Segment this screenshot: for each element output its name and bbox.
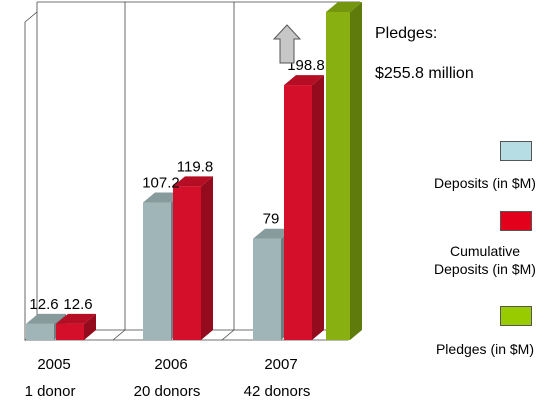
tick-label-2007: 2007 xyxy=(264,356,297,373)
bar-cumulative-2005-face xyxy=(56,323,84,340)
bar-cumulative-2007-face xyxy=(284,85,312,340)
category-divider-floor xyxy=(221,329,235,341)
label-deposits-2007: 79 xyxy=(263,211,280,228)
tick-label-2005: 2005 xyxy=(37,356,70,373)
label-deposits-2005: 12.6 xyxy=(29,296,58,313)
bar-deposits-2007-face xyxy=(253,228,293,239)
bar-cumulative-2006-face xyxy=(201,176,213,340)
legend-label-cumulative-text: Cumulative Deposits (in $M) xyxy=(434,243,536,277)
bar-cumulative-2007-face xyxy=(312,75,324,340)
label-cumulative-2007: 198.8 xyxy=(287,57,325,74)
bar-deposits-2007-face xyxy=(253,238,281,340)
label-cumulative-2006: 119.8 xyxy=(177,158,213,175)
tick-label-2006: 2006 xyxy=(154,356,187,373)
legend-swatch-pledges xyxy=(500,306,532,326)
bar-cumulative-2006 xyxy=(173,176,213,340)
bar-pledges-face xyxy=(326,2,362,12)
bar-cumulative-2007 xyxy=(284,75,324,340)
bar-cumulative-2006-face xyxy=(173,176,213,187)
sublabel-2006: 20 donors xyxy=(134,383,201,400)
pledges-value: $255.8 million xyxy=(375,65,474,82)
left-wall-top-edge xyxy=(24,11,38,23)
bar-pledges xyxy=(326,2,362,340)
legend-label-cumulative: Cumulative Deposits (in $M) xyxy=(415,242,555,278)
bar-cumulative-2007-face xyxy=(284,75,324,86)
bar-cumulative-2006-face xyxy=(173,186,201,340)
legend-swatch-cumulative xyxy=(500,211,532,231)
bar-pledges-face xyxy=(350,2,362,340)
bar-cumulative-2005-face xyxy=(84,313,96,340)
legend-swatch-deposits xyxy=(500,141,532,161)
sublabel-2007: 42 donors xyxy=(244,383,311,400)
legend-label-deposits: Deposits (in $M) xyxy=(434,175,536,191)
legend-label-pledges: Pledges (in $M) xyxy=(435,341,535,357)
up-arrow-icon xyxy=(272,24,302,64)
bar-cumulative-2005 xyxy=(56,313,96,340)
bar-pledges-face xyxy=(326,12,350,340)
bar-deposits-2006-face xyxy=(143,202,171,340)
category-divider-floor xyxy=(112,329,126,341)
bar-deposits-2005-face xyxy=(26,313,66,324)
pledges-title: Pledges: xyxy=(375,25,438,42)
label-deposits-2006: 107.2 xyxy=(142,175,180,192)
sublabel-2005: 1 donor xyxy=(25,383,76,400)
bar-cumulative-2005-face xyxy=(56,313,96,324)
label-cumulative-2005: 12.6 xyxy=(63,296,92,313)
bar-deposits-2005-face xyxy=(26,323,54,340)
